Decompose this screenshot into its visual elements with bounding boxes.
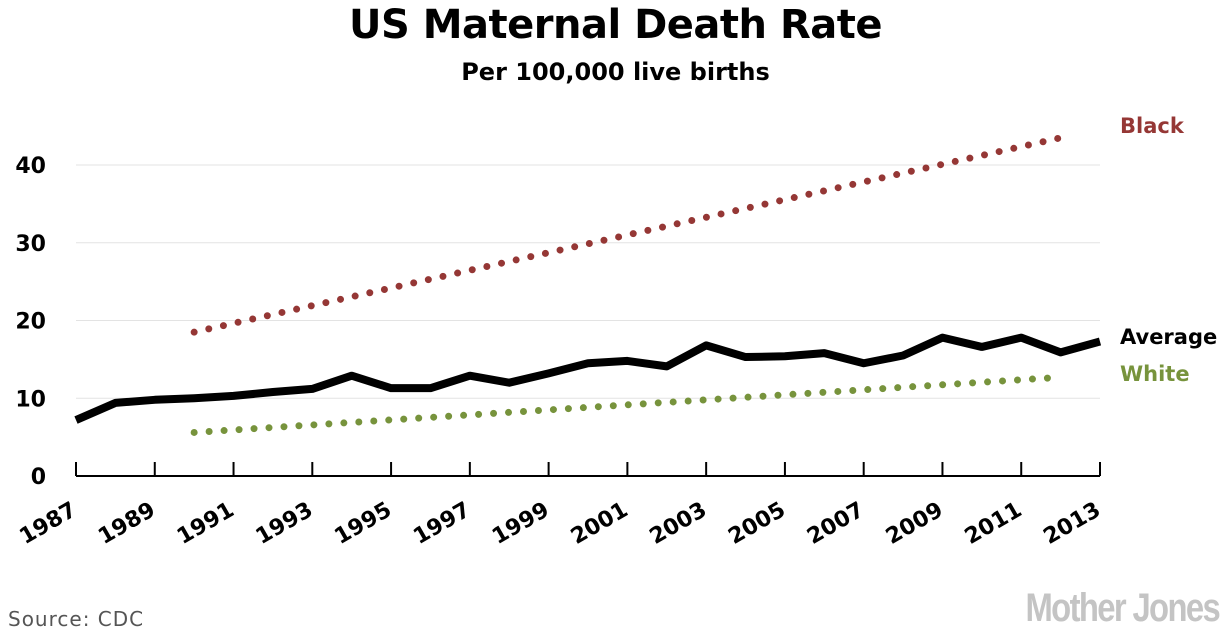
- x-tick-label: 2003: [646, 498, 712, 550]
- x-tick-label: 2001: [567, 498, 633, 550]
- x-tick-label: 2005: [724, 498, 790, 550]
- series-label-black: Black: [1120, 114, 1185, 138]
- y-tick-label: 0: [31, 465, 46, 490]
- series-line-black: [190, 134, 1065, 336]
- x-tick-label: 1989: [94, 498, 160, 550]
- x-tick-label: 1997: [409, 498, 475, 550]
- y-tick-label: 10: [15, 387, 46, 412]
- chart-subtitle: Per 100,000 live births: [461, 58, 770, 86]
- x-tick-label: 2011: [961, 498, 1027, 550]
- series-labels: Black Average White: [1120, 114, 1217, 386]
- x-tick-label: 1993: [252, 498, 318, 550]
- series-label-average: Average: [1120, 325, 1217, 349]
- x-tick-label: 1987: [15, 498, 81, 550]
- x-tick-label: 2009: [882, 498, 948, 550]
- series-lines: [74, 134, 1102, 436]
- chart-title: US Maternal Death Rate: [349, 2, 882, 48]
- y-axis-ticks: 0 10 20 30 40: [15, 154, 46, 490]
- series-line-average: [74, 333, 1102, 424]
- source-note: Source: CDC: [8, 607, 145, 631]
- y-tick-label: 20: [15, 310, 46, 335]
- series-label-white: White: [1120, 362, 1190, 386]
- series-line-white: [190, 373, 1065, 436]
- publisher-logo: Mother Jones: [1025, 586, 1220, 630]
- x-tick-label: 2007: [803, 498, 869, 550]
- x-tick-label: 1991: [173, 498, 239, 550]
- x-tick-label: 2013: [1039, 498, 1105, 550]
- x-tick-label: 1999: [488, 498, 554, 550]
- y-tick-label: 40: [15, 154, 46, 179]
- y-tick-label: 30: [15, 232, 46, 257]
- x-axis: 1987 1989 1991 1993 1995 1997 1999 2001 2003 2005…: [15, 462, 1105, 550]
- x-tick-label: 1995: [331, 498, 397, 550]
